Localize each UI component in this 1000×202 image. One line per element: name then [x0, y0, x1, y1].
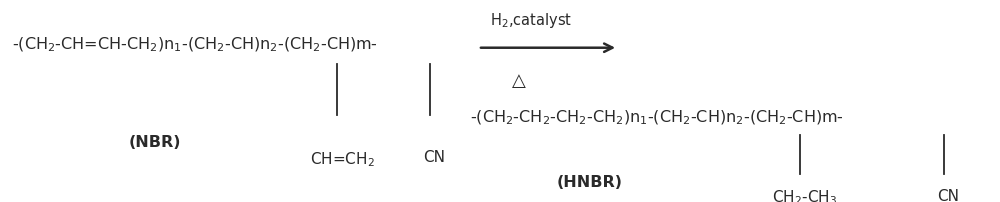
Text: CH=CH$_2$: CH=CH$_2$	[310, 149, 375, 168]
Text: CN: CN	[937, 188, 959, 202]
Text: △: △	[512, 72, 526, 90]
Text: CH$_2$-CH$_3$: CH$_2$-CH$_3$	[772, 188, 837, 202]
Text: CN: CN	[423, 149, 445, 164]
Text: (NBR): (NBR)	[129, 134, 181, 149]
Text: (HNBR): (HNBR)	[557, 174, 623, 189]
Text: -(CH$_2$-CH=CH-CH$_2$)n$_1$-(CH$_2$-CH)n$_2$-(CH$_2$-CH)m-: -(CH$_2$-CH=CH-CH$_2$)n$_1$-(CH$_2$-CH)n…	[12, 35, 378, 54]
Text: -(CH$_2$-CH$_2$-CH$_2$-CH$_2$)n$_1$-(CH$_2$-CH)n$_2$-(CH$_2$-CH)m-: -(CH$_2$-CH$_2$-CH$_2$-CH$_2$)n$_1$-(CH$…	[470, 108, 844, 126]
Text: H$_2$,catalyst: H$_2$,catalyst	[490, 11, 572, 30]
